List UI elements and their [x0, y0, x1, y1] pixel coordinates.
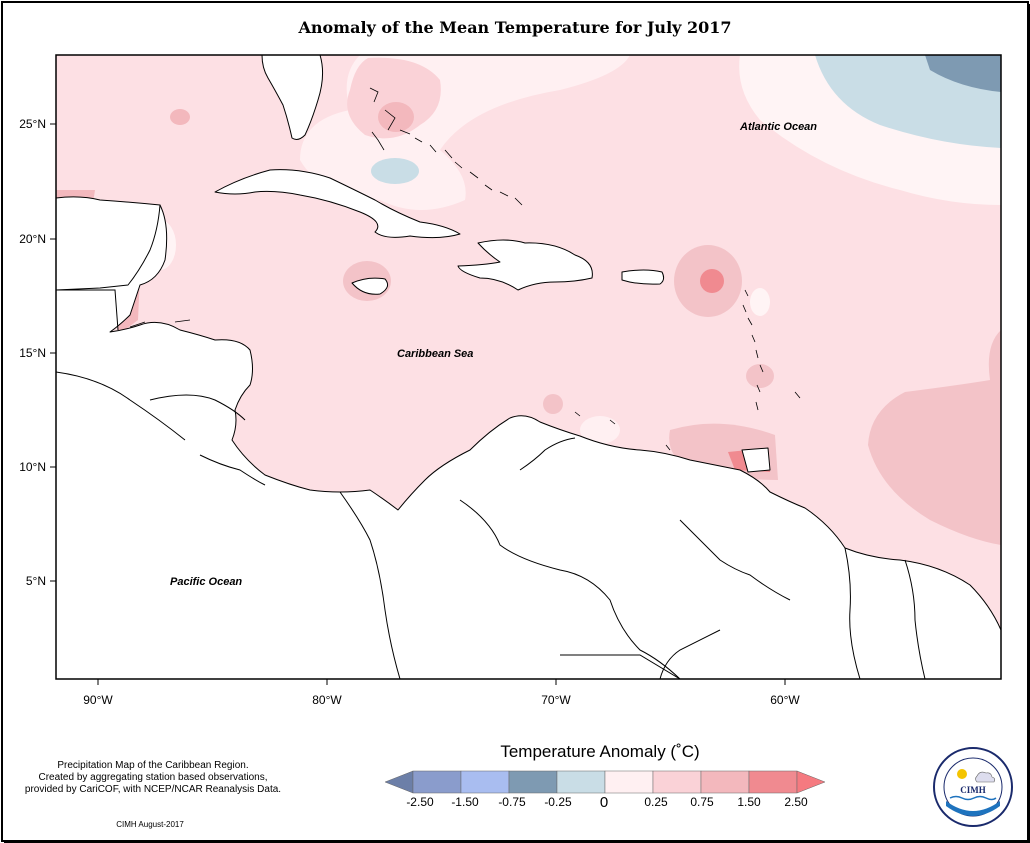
legend-swatch: [460, 770, 510, 794]
lat-ticks: [50, 123, 56, 582]
legend-tick: -0.25: [544, 795, 572, 809]
credit-text: CIMH August-2017: [116, 820, 184, 829]
border-layer: [56, 289, 926, 679]
legend-swatch: [604, 770, 654, 794]
lesser-antilles-islands: [742, 289, 764, 411]
atlantic-ocean-label: Atlantic Ocean: [739, 121, 817, 133]
legend-swatch: [652, 770, 702, 794]
anomaly-zone-cold: [925, 55, 1001, 92]
legend-tick: 0.75: [690, 795, 714, 809]
bahamas-islands: [369, 87, 523, 206]
anomaly-zone-hot: [378, 102, 414, 132]
anomaly-zone-neutral: [750, 288, 770, 316]
sun-icon: [957, 769, 967, 779]
legend-tick: 2.50: [784, 795, 808, 809]
cimh-logo: CIMH: [933, 747, 1013, 827]
lon-label: 90°W: [83, 693, 113, 707]
country-border: [149, 394, 246, 421]
cloud-icon: [975, 771, 995, 783]
wave-icon: [946, 801, 1000, 816]
legend-swatch: [508, 770, 558, 794]
country-border: [904, 559, 926, 679]
anomaly-zone-neutral: [580, 416, 620, 444]
country-border: [844, 547, 861, 679]
legend-swatch: [384, 770, 414, 794]
anomaly-zone-warm: [746, 364, 774, 388]
country-border: [459, 499, 681, 679]
mainland-land: [56, 204, 1001, 679]
anomaly-zone-warm: [868, 330, 1001, 545]
caribbean-sea-label: Caribbean Sea: [397, 348, 473, 360]
islets: [574, 391, 801, 451]
country-border: [679, 519, 791, 601]
yucatan-land: [56, 196, 161, 291]
logo-abbr: CIMH: [960, 785, 986, 795]
lon-label: 60°W: [770, 693, 800, 707]
map-title: Anomaly of the Mean Temperature for July…: [298, 18, 732, 37]
country-border: [519, 437, 576, 471]
country-border: [56, 289, 119, 331]
anomaly-zone-cool: [371, 158, 419, 184]
source-note-line: Precipitation Map of the Caribbean Regio…: [57, 760, 249, 771]
anomaly-zone-warm: [170, 109, 190, 125]
lon-label: 80°W: [312, 693, 342, 707]
puerto-rico-land: [621, 269, 665, 285]
lat-label: 5°N: [26, 574, 46, 588]
source-note-line: Created by aggregating station based obs…: [38, 772, 268, 783]
legend-tick: 0.25: [644, 795, 668, 809]
legend-tick: -0.75: [498, 795, 526, 809]
map-border: [55, 54, 1002, 680]
small-islands: [129, 87, 801, 451]
jamaica-land: [351, 277, 389, 295]
country-border: [199, 454, 266, 486]
legend-swatch: [412, 770, 462, 794]
lat-labels: 25°N 20°N 15°N 10°N 5°N: [19, 117, 46, 588]
trinidad-land: [741, 447, 771, 473]
cuba-land: [214, 169, 461, 239]
lat-label: 20°N: [19, 232, 46, 246]
hispaniola-land: [457, 239, 593, 291]
legend-swatch: [700, 770, 750, 794]
lat-label: 25°N: [19, 117, 46, 131]
legend-swatch: [556, 770, 606, 794]
source-note: Precipitation Map of the Caribbean Regio…: [8, 760, 298, 796]
legend-swatch: [748, 770, 798, 794]
anomaly-zone-warm: [347, 57, 441, 139]
legend-tick: -2.50: [406, 795, 434, 809]
source-note-line: provided by CariCOF, with NCEP/NCAR Rean…: [24, 784, 282, 795]
lon-labels: 90°W 80°W 70°W 60°W: [83, 693, 800, 707]
lon-label: 70°W: [541, 693, 571, 707]
bay-islands: [129, 319, 191, 328]
legend-colorbar: [384, 770, 826, 794]
country-border: [56, 371, 186, 441]
legend-ticks: -2.50 -1.50 -0.75 -0.25 0 0.25 0.75 1.50…: [406, 794, 808, 811]
legend-tick: -1.50: [451, 795, 479, 809]
anomaly-zone-warm: [543, 394, 563, 414]
country-border: [560, 654, 681, 679]
lat-label: 10°N: [19, 460, 46, 474]
legend-tick: 1.50: [737, 795, 761, 809]
florida-land: [261, 55, 324, 140]
landmass-layer: [56, 55, 1001, 679]
wave-line: [949, 795, 997, 801]
anomaly-zone-hot: [700, 269, 724, 293]
lon-ticks: [97, 679, 786, 685]
legend-title: Temperature Anomaly (˚C): [500, 742, 700, 761]
legend-tick: 0: [600, 794, 608, 811]
pacific-ocean-label: Pacific Ocean: [170, 576, 242, 588]
legend-swatch: [796, 770, 826, 794]
country-border: [339, 491, 401, 679]
lat-label: 15°N: [19, 346, 46, 360]
